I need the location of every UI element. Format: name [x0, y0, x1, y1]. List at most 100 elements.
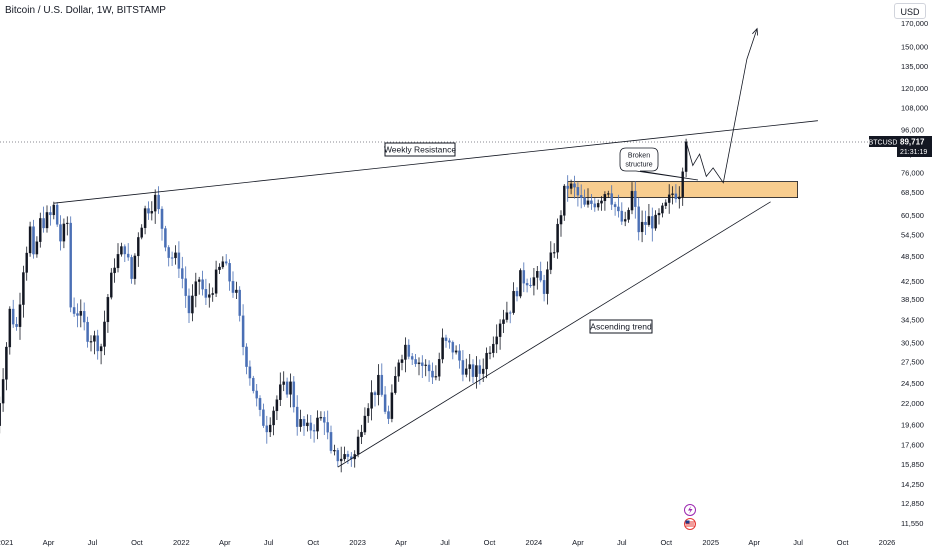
bullish-candle [454, 350, 458, 353]
bullish-candle [79, 311, 83, 316]
bearish-candle [336, 450, 340, 462]
bullish-candle [681, 171, 684, 198]
price-tick-label: 15,850 [901, 460, 924, 469]
bullish-candle [306, 422, 309, 427]
bullish-candle [569, 183, 573, 189]
bullish-candle [596, 203, 600, 208]
bullish-candle [211, 293, 214, 295]
bullish-candle [623, 219, 627, 222]
bullish-candle [671, 193, 674, 195]
bullish-candle [684, 141, 688, 172]
bullish-candle [8, 308, 12, 348]
symbol-tag: BTCUSD [869, 140, 898, 147]
bullish-candle [319, 417, 323, 419]
bearish-candle [593, 203, 597, 208]
price-tick-label: 12,850 [901, 499, 924, 508]
price-tick-label: 19,600 [901, 421, 924, 430]
bearish-candle [637, 206, 640, 233]
ascending-trend-label: Ascending trend [590, 322, 652, 332]
bullish-candle [654, 214, 657, 229]
time-tick-label: Jul [793, 538, 803, 547]
bullish-candle [208, 294, 211, 298]
bearish-candle [187, 295, 191, 314]
bullish-candle [66, 222, 69, 224]
bearish-candle [201, 279, 204, 290]
bearish-candle [258, 398, 262, 410]
bearish-candle [32, 226, 35, 255]
bullish-candle [532, 277, 536, 286]
bullish-candle [116, 254, 120, 269]
bullish-candle [485, 352, 488, 370]
bearish-candle [590, 200, 593, 204]
price-tick-label: 76,000 [901, 169, 924, 178]
bullish-candle [235, 289, 238, 293]
bearish-candle [262, 409, 265, 426]
bullish-candle [394, 376, 397, 393]
time-tick-label: 2024 [526, 538, 543, 547]
bullish-candle [39, 218, 42, 242]
bearish-candle [59, 224, 62, 242]
time-tick-label: Jul [88, 538, 98, 547]
time-tick-label: Oct [837, 538, 850, 547]
bearish-candle [42, 218, 45, 229]
bearish-candle [573, 183, 576, 188]
bearish-candle [542, 280, 546, 294]
bearish-candle [529, 284, 532, 287]
event-markers[interactable] [684, 504, 696, 530]
bearish-candle [164, 228, 167, 248]
bullish-candle [556, 223, 559, 253]
bullish-candle [316, 417, 319, 432]
weekly-resistance-trendline [53, 120, 818, 204]
bearish-candle [461, 360, 465, 375]
bearish-candle [583, 197, 586, 205]
bullish-candle [546, 269, 549, 294]
bearish-candle [508, 312, 512, 314]
bearish-candle [613, 204, 617, 208]
bearish-candle [55, 204, 59, 225]
time-tick-label: Jul [264, 538, 274, 547]
bullish-candle [552, 252, 556, 254]
time-tick-label: 2022 [173, 538, 190, 547]
bearish-candle [421, 362, 424, 366]
bullish-candle [194, 281, 198, 297]
bullish-candle [5, 346, 8, 380]
bearish-candle [329, 432, 333, 451]
bullish-candle [299, 419, 302, 427]
bearish-candle [478, 365, 482, 374]
bullish-candle [630, 190, 634, 211]
bearish-candle [170, 257, 174, 259]
price-tick-label: 48,500 [901, 252, 924, 261]
bearish-candle [312, 430, 316, 432]
bullish-candle [377, 374, 380, 396]
bullish-candle [110, 272, 113, 298]
bearish-candle [579, 195, 583, 198]
bullish-candle [475, 365, 478, 377]
bearish-candle [427, 364, 431, 372]
bullish-candle [268, 424, 272, 433]
bearish-candle [323, 417, 326, 423]
bearish-candle [160, 208, 164, 229]
bullish-candle [603, 194, 607, 202]
currency-button[interactable]: USD [894, 3, 926, 19]
bullish-candle [647, 216, 651, 225]
bearish-candle [407, 344, 411, 357]
ascending-trend-label-box [589, 319, 653, 334]
projection-path [685, 28, 758, 184]
bullish-candle [512, 290, 515, 313]
bearish-candle [458, 350, 461, 361]
time-tick-label: Oct [660, 538, 673, 547]
price-tick-label: 22,000 [901, 399, 924, 408]
bullish-candle [282, 381, 285, 385]
bearish-candle [72, 307, 76, 314]
time-tick-label: Apr [748, 538, 760, 547]
bearish-candle [241, 315, 245, 348]
price-tick-label: 38,500 [901, 295, 924, 304]
bullish-candle [275, 399, 279, 412]
bearish-candle [346, 454, 350, 457]
bullish-candle [667, 194, 671, 203]
bullish-candle [664, 202, 668, 206]
bullish-candle [400, 359, 404, 363]
bearish-candle [566, 185, 569, 189]
price-tick-label: 68,500 [901, 188, 924, 197]
